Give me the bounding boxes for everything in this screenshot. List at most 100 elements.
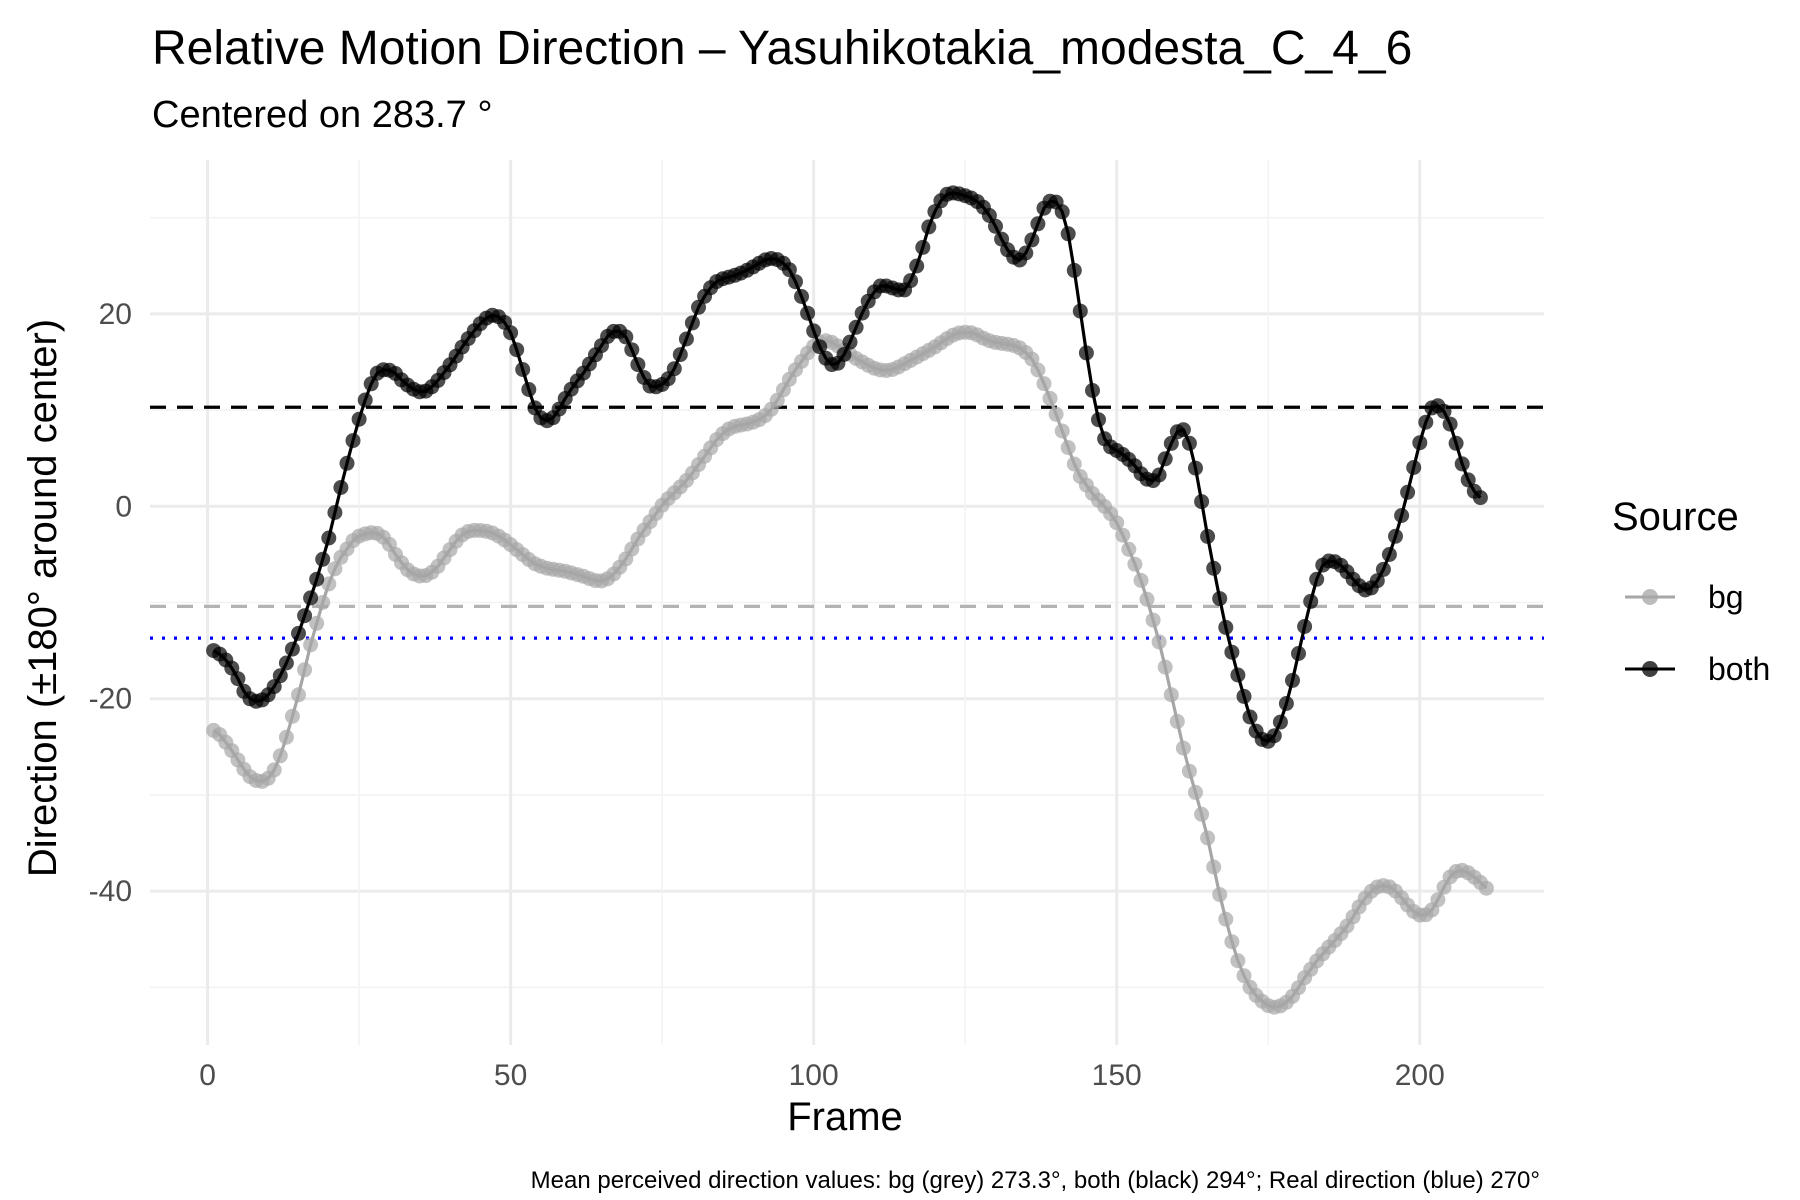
data-point-both — [806, 323, 822, 339]
data-point-bg — [1169, 713, 1185, 729]
data-point-both — [509, 342, 525, 358]
data-point-both — [1309, 571, 1325, 587]
data-point-both — [788, 274, 803, 290]
data-point-both — [909, 258, 925, 274]
y-axis-title: Direction (±180° around center) — [21, 319, 65, 877]
data-point-both — [1181, 435, 1197, 451]
data-point-bg — [266, 762, 282, 778]
data-point-both — [521, 382, 537, 397]
data-point-bg — [1048, 406, 1064, 422]
data-point-both — [1218, 619, 1234, 635]
data-point-both — [1297, 619, 1313, 634]
data-point-both — [1436, 403, 1452, 419]
data-point-bg — [1060, 440, 1076, 456]
data-point-both — [1188, 460, 1203, 476]
data-point-both — [1085, 383, 1100, 398]
data-point-both — [1388, 528, 1403, 544]
data-point-both — [266, 679, 282, 695]
data-point-both — [666, 361, 682, 377]
data-point-both — [630, 357, 646, 373]
data-point-both — [921, 219, 937, 235]
data-point-both — [1406, 460, 1422, 475]
data-point-both — [1369, 573, 1385, 589]
legend-key-bg-point — [1642, 589, 1658, 605]
legend-key-both-point — [1642, 661, 1658, 677]
data-point-both — [1303, 593, 1319, 609]
data-point-both — [230, 671, 246, 687]
data-point-both — [1157, 451, 1173, 467]
data-point-both — [1442, 416, 1458, 432]
data-point-both — [1066, 262, 1082, 278]
data-point-bg — [1163, 687, 1179, 703]
data-point-both — [672, 347, 688, 363]
data-point-bg — [1127, 556, 1143, 572]
data-point-both — [1054, 204, 1070, 220]
data-point-bg — [297, 662, 313, 678]
data-point-both — [1400, 484, 1416, 500]
data-point-bg — [1115, 527, 1131, 543]
data-point-bg — [1121, 541, 1137, 557]
data-point-both — [1194, 494, 1210, 510]
data-point-both — [794, 289, 809, 304]
data-point-both — [1394, 508, 1410, 523]
data-point-both — [291, 625, 306, 641]
data-point-bg — [272, 748, 288, 764]
data-point-bg — [1066, 456, 1082, 472]
data-point-both — [1448, 435, 1464, 451]
data-point-bg — [1194, 806, 1210, 822]
data-point-both — [988, 218, 1003, 234]
data-point-both — [1472, 490, 1488, 506]
data-point-both — [272, 668, 288, 684]
chart-caption: Mean perceived direction values: bg (gre… — [531, 1167, 1540, 1194]
data-point-both — [800, 305, 816, 321]
data-point-both — [1024, 232, 1040, 248]
data-point-bg — [1478, 880, 1494, 896]
data-point-both — [309, 571, 325, 587]
data-point-bg — [1212, 887, 1228, 903]
data-point-both — [284, 641, 300, 657]
data-point-bg — [1036, 376, 1052, 392]
data-point-both — [1291, 646, 1306, 661]
data-point-both — [1200, 528, 1216, 544]
data-point-both — [618, 329, 634, 345]
data-point-both — [1242, 709, 1258, 725]
data-point-both — [321, 530, 337, 546]
data-point-both — [1375, 561, 1391, 577]
data-point-both — [345, 433, 361, 449]
data-point-both — [842, 334, 858, 350]
data-point-both — [1266, 728, 1282, 744]
data-point-bg — [327, 561, 343, 577]
series-layer — [206, 185, 1494, 1015]
data-point-bg — [321, 576, 337, 592]
legend-title: Source — [1612, 495, 1739, 539]
data-point-both — [848, 319, 864, 335]
data-point-both — [1060, 226, 1076, 242]
data-point-both — [1272, 714, 1288, 730]
x-tick-label: 0 — [199, 1059, 216, 1092]
data-point-both — [781, 262, 797, 278]
data-point-both — [812, 339, 828, 355]
data-point-bg — [1145, 612, 1161, 628]
data-point-bg — [303, 637, 319, 653]
data-point-bg — [1030, 362, 1046, 378]
legend-label-both: both — [1708, 651, 1770, 687]
data-point-both — [1412, 435, 1428, 451]
data-point-both — [503, 325, 519, 341]
data-point-bg — [1042, 390, 1058, 406]
series-line-both — [212, 191, 1482, 743]
data-point-both — [339, 455, 355, 471]
data-point-both — [1163, 435, 1179, 451]
data-point-both — [1285, 672, 1300, 688]
data-point-bg — [309, 615, 325, 631]
data-point-both — [1236, 688, 1252, 704]
data-point-both — [1151, 467, 1167, 483]
y-tick-label: -40 — [89, 875, 132, 908]
data-point-bg — [1157, 659, 1173, 675]
data-point-bg — [1218, 911, 1234, 927]
data-point-bg — [1133, 572, 1149, 588]
data-point-both — [1206, 560, 1222, 576]
data-point-both — [1072, 303, 1088, 319]
data-point-bg — [291, 687, 306, 703]
